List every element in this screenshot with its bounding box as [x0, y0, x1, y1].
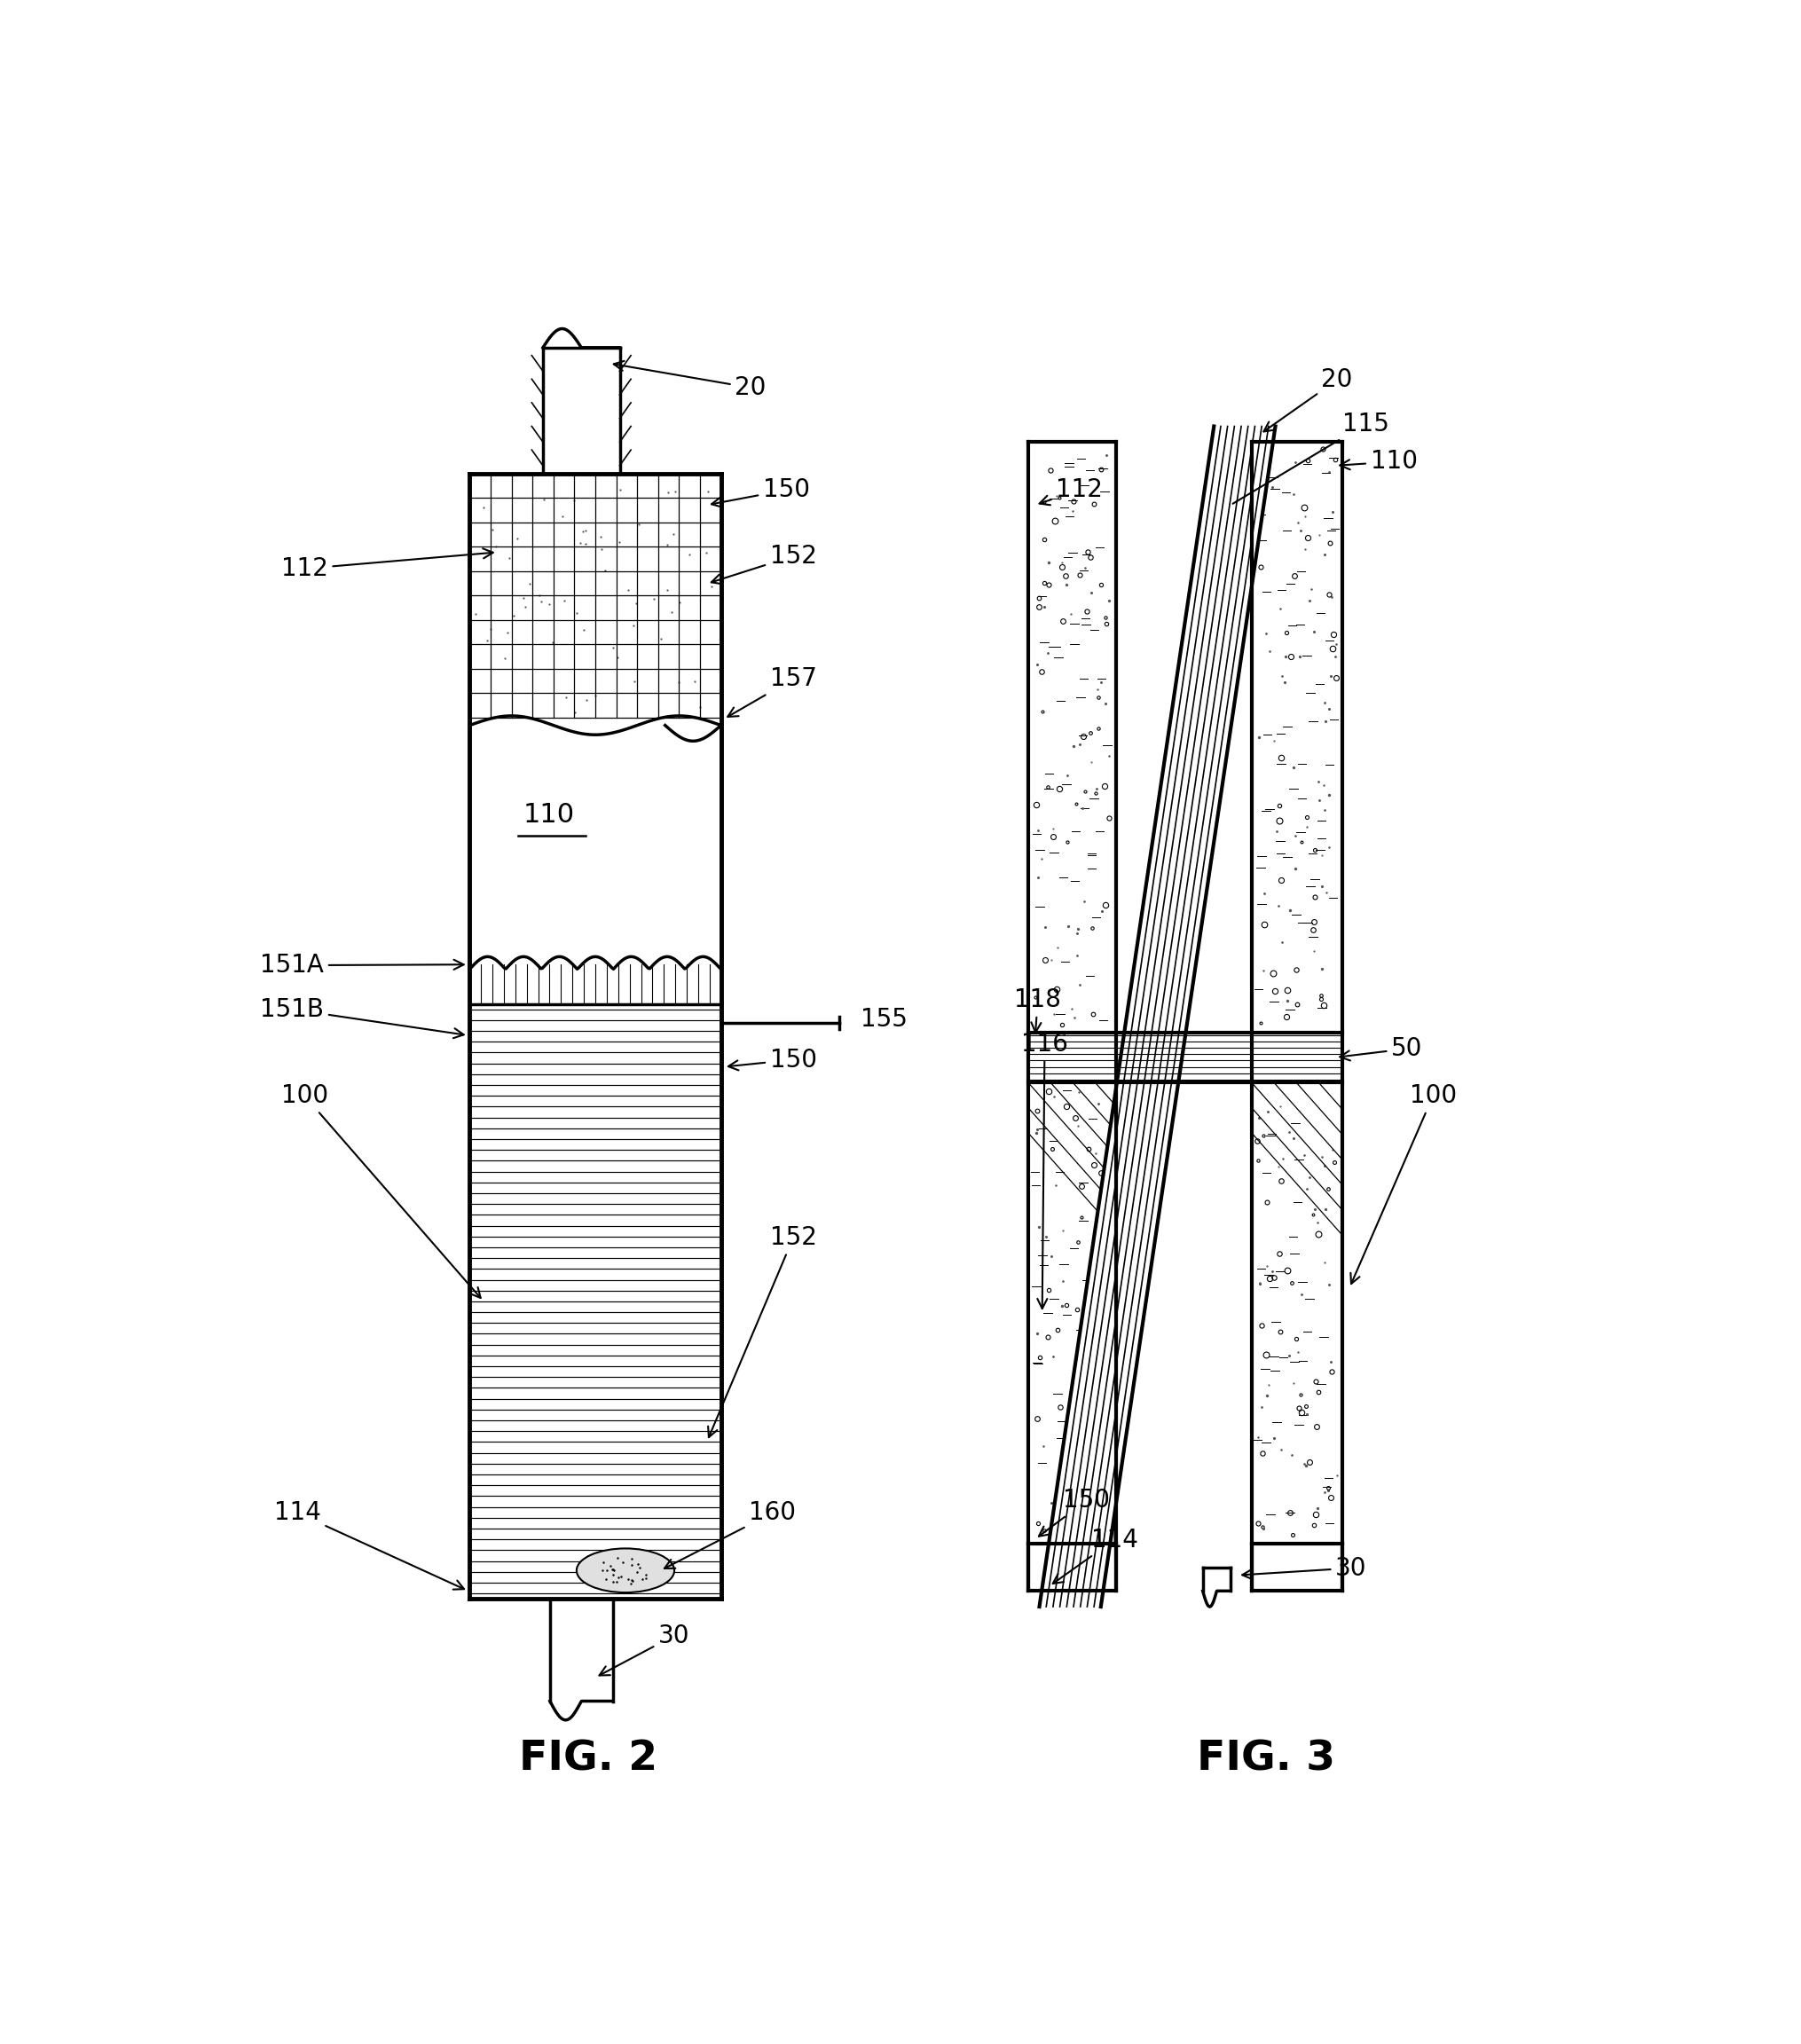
Bar: [1252, 1083, 1342, 1543]
Text: 100: 100: [281, 1083, 481, 1298]
Text: 112: 112: [1039, 478, 1102, 505]
Text: 20: 20: [1263, 368, 1353, 431]
Text: 50: 50: [1340, 1036, 1423, 1061]
Text: 110: 110: [522, 801, 575, 828]
Bar: [1028, 1083, 1115, 1543]
Text: 150: 150: [728, 1047, 816, 1073]
Text: 157: 157: [728, 666, 816, 717]
Text: 110: 110: [1340, 450, 1417, 474]
Text: 150: 150: [711, 478, 809, 507]
Text: 152: 152: [708, 1224, 816, 1437]
Text: FIG. 3: FIG. 3: [1196, 1739, 1335, 1780]
Text: 152: 152: [711, 544, 816, 585]
Text: 155: 155: [861, 1008, 908, 1032]
Text: 30: 30: [1241, 1555, 1367, 1580]
Text: 30: 30: [600, 1623, 690, 1676]
Text: FIG. 2: FIG. 2: [519, 1739, 657, 1780]
Bar: [1252, 442, 1342, 1032]
Bar: [1028, 442, 1115, 1032]
Text: 114: 114: [274, 1500, 465, 1590]
Bar: [470, 1004, 720, 1598]
Bar: [1028, 1083, 1115, 1543]
Text: 115: 115: [1232, 411, 1389, 503]
Text: 160: 160: [665, 1500, 796, 1568]
Text: 150: 150: [1039, 1488, 1109, 1537]
Text: 20: 20: [614, 362, 765, 401]
Bar: [470, 474, 720, 717]
Ellipse shape: [576, 1549, 674, 1592]
Text: 100: 100: [1351, 1083, 1455, 1284]
Bar: [470, 726, 720, 969]
Bar: [1252, 1083, 1342, 1543]
Text: 112: 112: [281, 548, 493, 580]
Text: 118: 118: [1014, 987, 1061, 1032]
Text: 116: 116: [1021, 1032, 1068, 1308]
Text: 114: 114: [1052, 1527, 1138, 1584]
Text: 151B: 151B: [259, 997, 463, 1038]
Text: 151A: 151A: [259, 953, 463, 977]
Polygon shape: [1039, 427, 1275, 1607]
